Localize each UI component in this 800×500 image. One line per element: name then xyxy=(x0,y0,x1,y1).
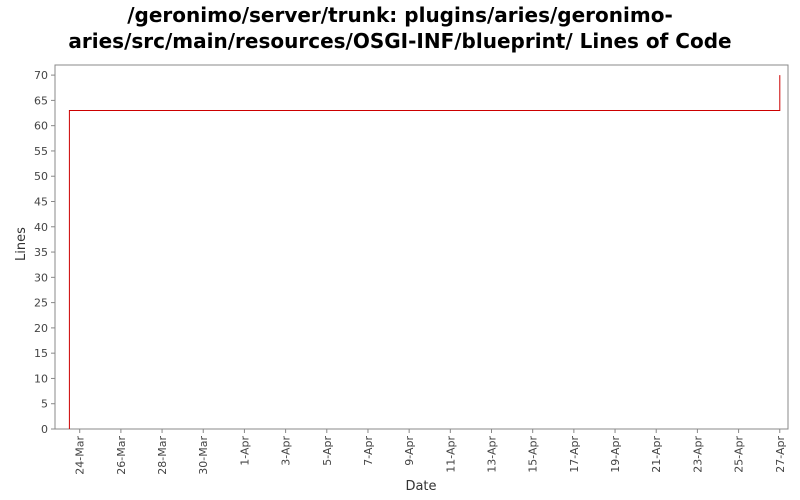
y-tick-label: 20 xyxy=(34,322,48,335)
x-tick-label: 24-Mar xyxy=(74,436,87,475)
y-tick-label: 40 xyxy=(34,221,48,234)
y-tick-label: 55 xyxy=(34,145,48,158)
x-tick-label: 7-Apr xyxy=(362,436,375,466)
x-tick-label: 11-Apr xyxy=(444,436,457,473)
y-tick-label: 65 xyxy=(34,94,48,107)
y-tick-label: 45 xyxy=(34,196,48,209)
x-tick-label: 13-Apr xyxy=(486,436,499,473)
y-tick-label: 15 xyxy=(34,347,48,360)
x-tick-label: 5-Apr xyxy=(321,436,334,466)
y-tick-label: 10 xyxy=(34,372,48,385)
x-tick-label: 15-Apr xyxy=(527,436,540,473)
x-tick-label: 3-Apr xyxy=(280,436,293,466)
x-tick-label: 23-Apr xyxy=(691,436,704,473)
y-tick-label: 5 xyxy=(41,398,48,411)
x-tick-label: 25-Apr xyxy=(733,436,746,473)
series-line xyxy=(68,75,781,429)
x-tick-label: 9-Apr xyxy=(403,436,416,466)
x-axis: 24-Mar 26-Mar 28-Mar 30-Mar 1-Apr 3-Apr 5-Apr 7… xyxy=(74,429,787,475)
chart-title-line-2: aries/src/main/resources/OSGI-INF/bluepr… xyxy=(68,29,732,53)
chart-title: /geronimo/server/trunk: plugins/aries/ge… xyxy=(0,2,800,54)
y-tick-label: 50 xyxy=(34,170,48,183)
x-tick-label: 26-Mar xyxy=(115,436,128,475)
y-tick-label: 0 xyxy=(41,423,48,436)
y-tick-label: 60 xyxy=(34,120,48,133)
x-tick-label: 1-Apr xyxy=(238,436,251,466)
x-tick-label: 30-Mar xyxy=(197,436,210,475)
x-tick-label: 28-Mar xyxy=(156,436,169,475)
x-tick-label: 21-Apr xyxy=(650,436,663,473)
y-axis: 0 5 10 15 20 25 30 35 40 45 50 55 60 65 70 xyxy=(34,69,55,436)
y-tick-label: 25 xyxy=(34,297,48,310)
y-tick-label: 35 xyxy=(34,246,48,259)
chart-title-line-1: /geronimo/server/trunk: plugins/aries/ge… xyxy=(127,3,673,27)
plot-area xyxy=(54,64,789,430)
y-tick-label: 30 xyxy=(34,271,48,284)
x-tick-label: 27-Apr xyxy=(774,436,787,473)
series-group xyxy=(68,75,781,429)
x-tick-label: 17-Apr xyxy=(568,436,581,473)
x-axis-label: Date xyxy=(405,479,436,494)
x-tick-label: 19-Apr xyxy=(609,436,622,473)
y-axis-label: Lines xyxy=(14,227,29,261)
y-tick-label: 70 xyxy=(34,69,48,82)
